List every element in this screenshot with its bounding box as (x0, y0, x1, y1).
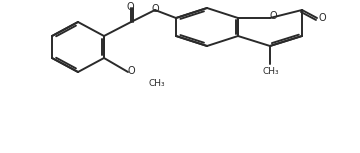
Text: O: O (127, 66, 135, 76)
Text: CH₃: CH₃ (149, 78, 165, 88)
Text: CH₃: CH₃ (263, 67, 279, 75)
Text: O: O (318, 13, 326, 23)
Text: O: O (151, 4, 159, 14)
Text: O: O (269, 11, 277, 21)
Text: O: O (126, 2, 134, 12)
